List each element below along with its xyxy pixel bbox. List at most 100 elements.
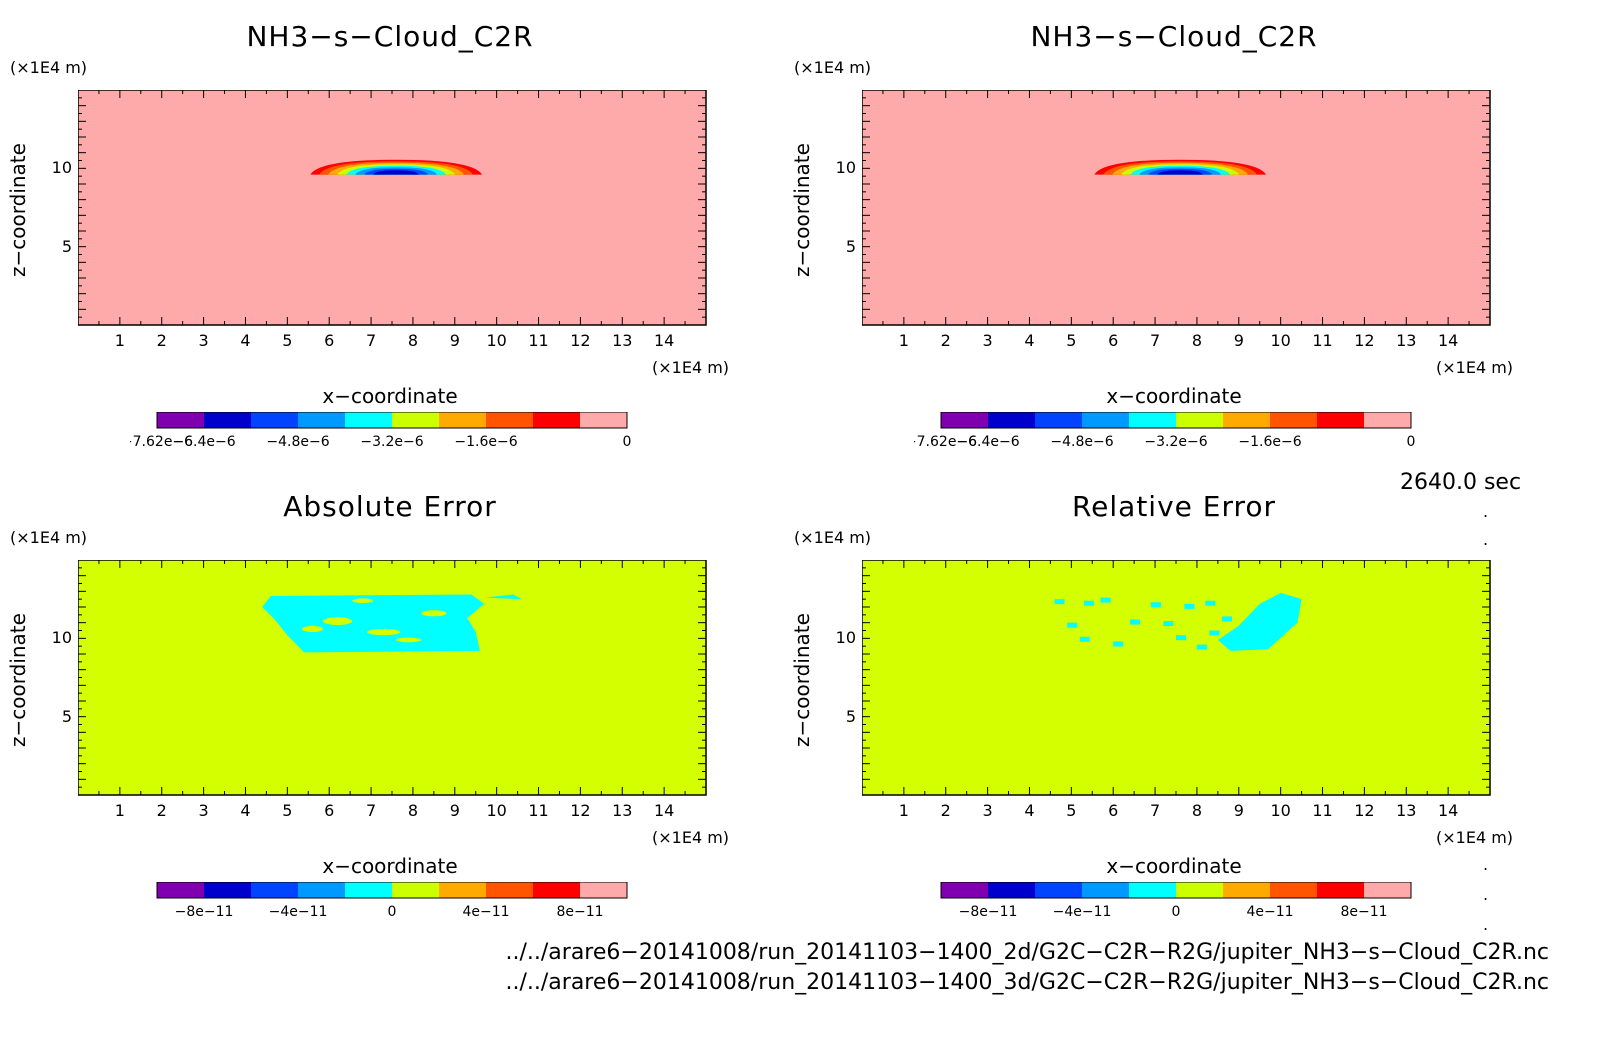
colorbar-swatch — [1082, 882, 1130, 898]
plot-area: 1 2 3 4 5 6 7 8 9 10 11 12 13 14 — [862, 560, 1491, 820]
field-background — [862, 90, 1490, 325]
x-tick-label: 14 — [1438, 331, 1458, 350]
error-gap — [352, 598, 374, 604]
error-speck — [1184, 603, 1195, 609]
cloud-contour-band — [373, 170, 420, 175]
colorbar-swatch — [1317, 882, 1365, 898]
error-speck — [1129, 619, 1140, 625]
x-tick-label: 11 — [528, 801, 548, 820]
x-tick-label: 4 — [1024, 801, 1034, 820]
y-axis-label: z−coordinate — [790, 613, 814, 747]
x-tick-label: 5 — [1066, 331, 1076, 350]
x-tick-label: 5 — [1066, 801, 1076, 820]
x-tick-label: 14 — [654, 801, 674, 820]
x-tick-label: 2 — [157, 801, 167, 820]
x-tick-label: 14 — [1438, 801, 1458, 820]
colorbar-swatch — [988, 882, 1036, 898]
error-speck — [1163, 621, 1174, 627]
error-speck — [1113, 641, 1124, 647]
x-tick-label: 3 — [199, 801, 209, 820]
y-tick-label: 10 — [51, 158, 72, 178]
colorbar: −8e−11 −4e−11 0 4e−11 8e−11 — [940, 882, 1412, 920]
x-unit-label: (×1E4 m) — [652, 828, 730, 847]
colorbar-label: 0 — [1172, 904, 1181, 920]
error-speck — [1196, 644, 1207, 650]
colorbar-swatch — [1035, 882, 1083, 898]
x-tick-label: 4 — [240, 801, 250, 820]
y-tick-label: 10 — [835, 158, 856, 178]
x-tick-label: 7 — [1150, 331, 1160, 350]
colorbar-swatch — [157, 882, 205, 898]
colorbar-swatch — [580, 882, 628, 898]
colorbar-label: 8e−11 — [556, 904, 603, 920]
x-tick-label: 9 — [1234, 801, 1244, 820]
colorbar-swatch — [1035, 412, 1083, 428]
error-region — [262, 594, 485, 653]
x-tick-label: 5 — [282, 801, 292, 820]
chart-title: Absolute Error — [283, 490, 497, 523]
file-path-3d: ../../arare6−20141008/run_20141103−1400_… — [505, 970, 1550, 995]
chart-panel: NH3−s−Cloud_C2R (×1E4 m) (×1E4 m) x−coor… — [0, 18, 780, 488]
x-tick-label: 6 — [324, 801, 334, 820]
x-unit-label: (×1E4 m) — [1436, 828, 1514, 847]
x-tick-label: 12 — [1354, 331, 1374, 350]
chart-panel: Relative Error (×1E4 m) (×1E4 m) x−coord… — [784, 488, 1564, 958]
dot-marker: . — [1483, 885, 1489, 904]
colorbar-swatch — [1317, 412, 1365, 428]
colorbar-label: 4e−11 — [1246, 904, 1293, 920]
colorbar-swatch — [392, 412, 440, 428]
x-tick-label: 13 — [612, 801, 632, 820]
error-region — [1217, 592, 1302, 651]
x-tick-label: 11 — [1312, 331, 1332, 350]
y-tick-label: 5 — [61, 706, 72, 726]
colorbar-swatch — [1176, 412, 1224, 428]
colorbar-label: 8e−11 — [1340, 904, 1387, 920]
error-speck — [1176, 635, 1186, 641]
x-unit-label: (×1E4 m) — [652, 358, 730, 377]
colorbar-swatch — [1082, 412, 1130, 428]
colorbar-label: −6.4e−6 — [172, 434, 235, 450]
error-speck — [1079, 636, 1090, 642]
x-tick-label: 1 — [899, 331, 909, 350]
chart-title: NH3−s−Cloud_C2R — [1030, 20, 1318, 53]
x-axis-label: x−coordinate — [1106, 384, 1242, 408]
colorbar-swatch — [941, 882, 989, 898]
x-tick-label: 12 — [570, 331, 590, 350]
colorbar-swatch — [486, 412, 534, 428]
y-tick-label: 10 — [51, 628, 72, 648]
colorbar-swatch — [533, 882, 581, 898]
colorbar-swatch — [204, 412, 252, 428]
error-speck — [1222, 616, 1233, 622]
colorbar-swatch — [1176, 882, 1224, 898]
colorbar-swatch — [204, 882, 252, 898]
colorbar-swatch — [1270, 412, 1318, 428]
x-tick-label: 10 — [486, 331, 506, 350]
colorbar-label: 0 — [1407, 434, 1416, 450]
colorbar-label: −8e−11 — [175, 904, 234, 920]
colorbar-label: −4.8e−6 — [1050, 434, 1113, 450]
dot-marker: . — [1483, 855, 1489, 874]
colorbar: −7.62e−6−6.4e−6 −4.8e−6 −3.2e−6 −1.6e−6 0 — [130, 412, 631, 450]
error-speck — [1100, 597, 1111, 603]
y-tick-label: 5 — [845, 706, 856, 726]
y-unit-label: (×1E4 m) — [794, 58, 872, 77]
x-tick-label: 9 — [1234, 331, 1244, 350]
error-gap — [322, 617, 353, 626]
colorbar-swatch — [439, 412, 487, 428]
colorbar-label: −4.8e−6 — [266, 434, 329, 450]
x-tick-label: 10 — [486, 801, 506, 820]
x-tick-label: 8 — [1192, 331, 1202, 350]
colorbar-swatch — [1364, 882, 1412, 898]
error-gap — [421, 610, 447, 617]
field-background — [862, 560, 1490, 795]
x-tick-label: 14 — [654, 331, 674, 350]
y-tick-label: 5 — [845, 236, 856, 256]
x-tick-label: 7 — [366, 801, 376, 820]
colorbar-label: −7.62e−6 — [130, 434, 193, 450]
x-tick-label: 7 — [366, 331, 376, 350]
x-tick-label: 10 — [1270, 331, 1290, 350]
colorbar-swatch — [251, 882, 299, 898]
y-axis-label: z−coordinate — [6, 613, 30, 747]
colorbar-swatch — [298, 412, 346, 428]
plot-area: 1 2 3 4 5 6 7 8 9 10 11 12 13 14 — [862, 90, 1491, 350]
